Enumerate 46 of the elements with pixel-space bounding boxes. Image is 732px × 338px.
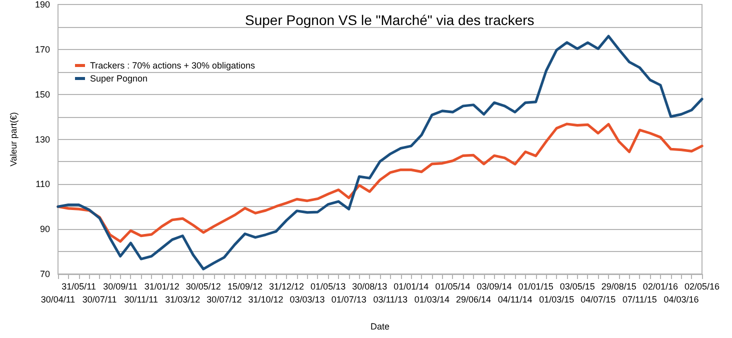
text: Super Pognon VS le "Marché" via des trackers bbox=[245, 12, 534, 28]
x-tick-label: 30/07/11 bbox=[82, 294, 117, 304]
x-tick-label: 30/05/12 bbox=[186, 282, 221, 292]
x-tick-label: 31/01/12 bbox=[144, 282, 180, 292]
x-tick-label: 31/05/11 bbox=[62, 282, 96, 292]
line-series bbox=[56, 34, 704, 270]
x-tick-label: 03/05/15 bbox=[560, 282, 595, 292]
x-tick-label: 01/03/15 bbox=[539, 294, 574, 304]
y-axis-title: Valeur part(€) bbox=[8, 112, 18, 166]
x-tick-label: 01/07/13 bbox=[331, 294, 366, 304]
x-tick-label: 30/08/13 bbox=[352, 282, 388, 292]
line-series bbox=[56, 122, 704, 243]
x-tick-label: 04/07/15 bbox=[580, 294, 616, 304]
x-tick-label: 30/07/12 bbox=[206, 294, 242, 304]
x-tick-label: 03/09/14 bbox=[476, 282, 512, 292]
x-tick-label: 01/01/14 bbox=[394, 282, 429, 292]
legend-label: Trackers : 70% actions + 30% obligations bbox=[90, 60, 256, 70]
y-tick-label: 150 bbox=[34, 89, 50, 100]
x-tick-label: 31/10/12 bbox=[248, 294, 284, 304]
y-tick-label: 70 bbox=[40, 269, 50, 279]
x-tick-label: 31/03/12 bbox=[165, 294, 200, 304]
x-tick-label: 01/01/15 bbox=[518, 282, 554, 292]
x-tick-label: 30/11/11 bbox=[124, 294, 158, 304]
x-axis-title: Date bbox=[370, 322, 390, 332]
x-tick-label: 01/05/14 bbox=[435, 282, 470, 292]
y-tick-label: 130 bbox=[34, 134, 50, 144]
x-tick-label: 07/11/15 bbox=[622, 294, 657, 304]
x-tick-label: 30/04/11 bbox=[40, 294, 76, 304]
x-tick-label: 04/03/16 bbox=[664, 294, 699, 304]
x-tick-label: 03/03/13 bbox=[290, 294, 325, 304]
x-tick-label: 15/09/12 bbox=[227, 282, 262, 292]
y-tick-label: 110 bbox=[36, 179, 50, 190]
y-tick-label: 190 bbox=[34, 0, 50, 10]
x-tick-label: 30/09/11 bbox=[103, 282, 138, 292]
x-tick-label: 01/03/14 bbox=[414, 294, 450, 304]
x-tick-label: 02/01/16 bbox=[642, 282, 678, 292]
x-tick-label: 04/11/14 bbox=[498, 294, 532, 304]
y-tick-label: 170 bbox=[34, 44, 50, 54]
x-tick-label: 29/08/15 bbox=[601, 282, 636, 292]
y-tick-label: 90 bbox=[40, 224, 50, 234]
x-tick-label: 29/06/14 bbox=[456, 294, 492, 304]
legend-label: Super Pognon bbox=[90, 74, 148, 84]
x-tick-label: 01/05/13 bbox=[310, 282, 346, 292]
x-tick-label: 31/12/12 bbox=[268, 282, 304, 292]
x-tick-label: 03/11/13 bbox=[373, 294, 408, 304]
x-tick-label: 02/05/16 bbox=[684, 282, 720, 292]
